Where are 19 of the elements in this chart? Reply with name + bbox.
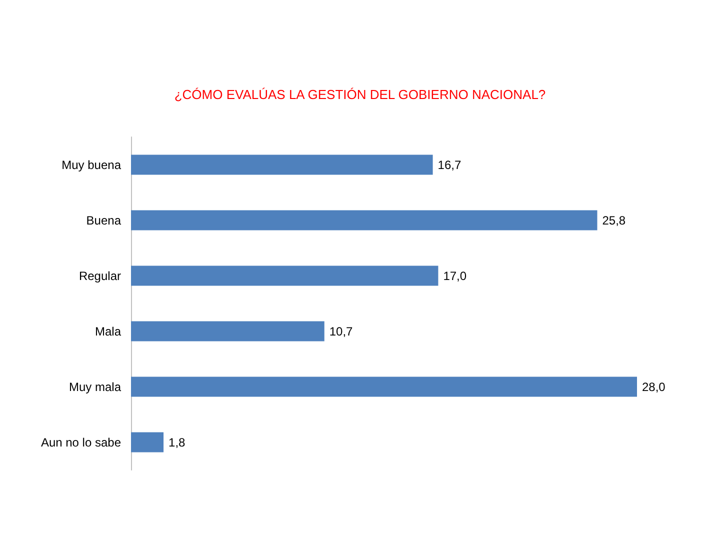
data-label: 28,0	[642, 380, 666, 394]
y-tick-label: Aun no lo sabe	[40, 435, 122, 450]
bar	[131, 321, 324, 342]
bar	[131, 432, 164, 452]
bar	[131, 154, 433, 175]
chart-title: ¿CÓMO EVALÚAS LA GESTIÓN DEL GOBIERNO NACIONAL?	[174, 87, 546, 102]
y-tick-label: Buena	[86, 213, 122, 228]
data-label: 10,7	[329, 324, 354, 338]
y-tick-label: Muy buena	[62, 158, 122, 172]
bar	[131, 210, 598, 230]
data-label: 16,7	[438, 158, 462, 172]
data-label: 1,8	[168, 435, 186, 450]
y-tick-label: Muy mala	[68, 380, 122, 394]
bar	[131, 266, 438, 286]
y-tick-label: Regular	[78, 268, 121, 283]
data-label: 17,0	[443, 268, 467, 283]
bar	[131, 376, 637, 397]
data-label: 25,8	[602, 213, 626, 228]
y-tick-label: Mala	[94, 324, 122, 338]
